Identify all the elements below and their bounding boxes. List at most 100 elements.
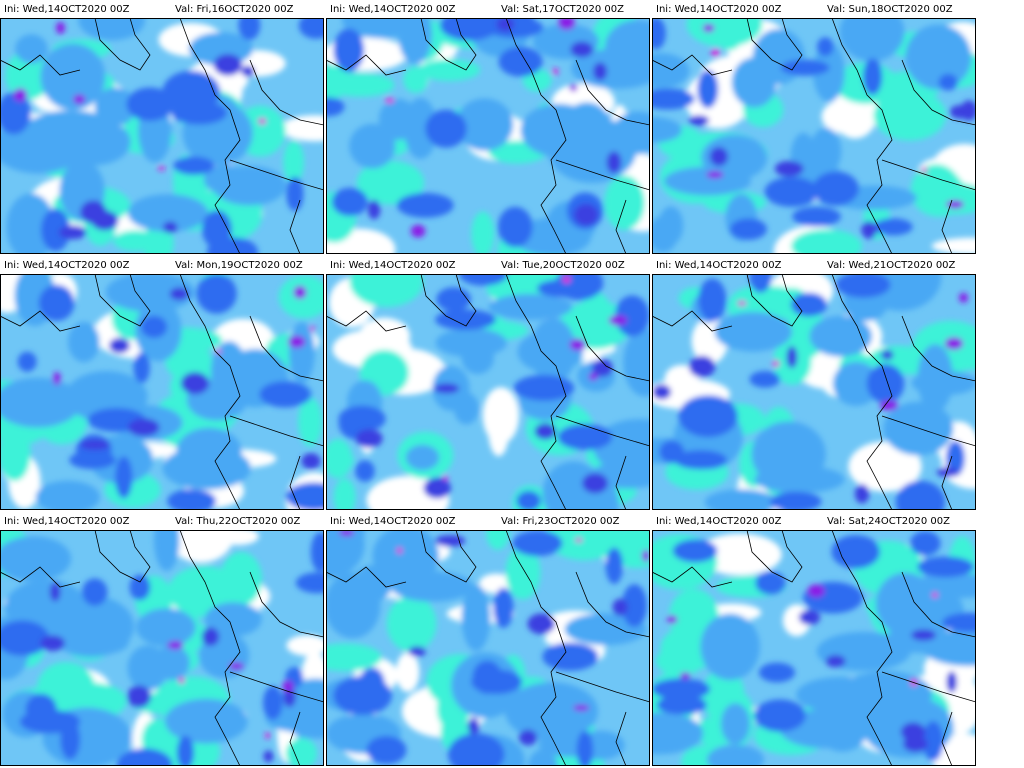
precip-blob: [557, 18, 576, 30]
precip-blob: [863, 58, 883, 95]
precip-blob: [326, 97, 345, 117]
precip-blob: [436, 287, 471, 312]
precip-blob: [378, 98, 418, 141]
coastline: [831, 274, 893, 510]
precip-blob: [176, 735, 194, 766]
precip-blob: [355, 460, 375, 482]
precip-blob: [488, 293, 573, 320]
precip-blob: [447, 733, 505, 766]
map-area: [652, 18, 976, 254]
precip-blob: [749, 371, 781, 388]
precip-blob: [755, 571, 786, 595]
precip-blob: [41, 208, 71, 252]
precip-blob: [167, 489, 217, 510]
precip-blob: [881, 350, 894, 360]
map-area: [0, 530, 324, 766]
precip-blob: [115, 456, 133, 499]
precip-blob: [162, 446, 251, 490]
precip-blob: [667, 615, 678, 624]
coastline: [575, 571, 650, 638]
coastline: [289, 711, 301, 766]
precip-field: [0, 274, 324, 510]
precip-blob: [0, 620, 50, 656]
precip-blob: [423, 477, 451, 499]
precip-blob: [341, 18, 419, 39]
precip-blob: [731, 57, 777, 108]
precip-blob: [792, 206, 841, 227]
coastline: [505, 274, 567, 510]
precip-blob: [17, 351, 37, 372]
precip-blob: [749, 274, 772, 293]
coastline: [249, 315, 324, 382]
precip-blob: [958, 292, 969, 303]
precip-blob: [396, 652, 420, 692]
init-time: Ini: Wed,14OCT2020 00Z: [330, 4, 456, 15]
init-time: Ini: Wed,14OCT2020 00Z: [330, 516, 456, 527]
precip-blob: [737, 300, 747, 306]
precip-blob: [295, 572, 324, 594]
precip-blob: [780, 59, 830, 76]
precip-blob: [310, 532, 324, 572]
map-frame: [326, 274, 650, 510]
precip-blob: [758, 662, 796, 683]
precip-blob: [615, 295, 650, 337]
precip-blob: [866, 363, 905, 404]
precip-blob: [396, 192, 454, 218]
precip-blob: [505, 545, 541, 600]
precip-blob: [60, 719, 81, 760]
precip-blob: [127, 685, 151, 708]
precip-blob: [127, 194, 209, 232]
coastline: [94, 530, 151, 583]
precip-blob: [559, 300, 632, 350]
precip-blob: [301, 453, 321, 470]
precip-blob: [169, 287, 189, 301]
precip-blob: [945, 440, 965, 477]
precip-blob: [652, 18, 666, 50]
precip-blob: [813, 42, 845, 102]
init-time: Ini: Wed,14OCT2020 00Z: [4, 4, 130, 15]
precip-blob: [678, 395, 738, 438]
precip-blob: [435, 328, 507, 358]
init-time: Ini: Wed,14OCT2020 00Z: [330, 260, 456, 271]
precip-blob: [326, 64, 351, 99]
precip-blob: [78, 18, 146, 41]
precip-blob: [366, 735, 407, 765]
map-area: [652, 274, 976, 510]
precip-blob: [516, 490, 541, 510]
map-frame: [652, 274, 976, 510]
precip-blob: [905, 24, 972, 90]
precip-blob: [900, 722, 926, 742]
precip-blob: [751, 421, 826, 488]
precip-blob: [700, 613, 760, 681]
precip-blob: [293, 285, 307, 299]
precip-blob: [241, 65, 255, 77]
precip-blob: [263, 750, 274, 763]
precip-blob: [153, 530, 180, 571]
coastline: [575, 59, 650, 126]
precip-blob: [754, 699, 806, 732]
precip-blob: [714, 311, 793, 352]
valid-time: Val: Tue,20OCT2020 00Z: [501, 260, 625, 271]
coastlines: [326, 18, 650, 254]
coastline: [941, 455, 953, 510]
precip-blob: [557, 423, 613, 451]
precip-blob: [854, 484, 870, 504]
precip-blob: [569, 84, 578, 92]
coastline: [881, 159, 976, 191]
precip-blob: [471, 211, 495, 254]
precip-blob: [405, 444, 440, 471]
precip-blob: [574, 537, 583, 543]
precip-blob: [664, 166, 751, 196]
forecast-panel: Ini: Wed,14OCT2020 00Z Val: Thu,22OCT2020…: [0, 516, 324, 766]
coastline: [179, 274, 241, 510]
precip-blob: [922, 721, 944, 762]
precip-blob: [798, 609, 821, 625]
precip-blob: [467, 717, 480, 735]
precip-blob: [569, 338, 586, 351]
coastline: [652, 310, 733, 332]
precip-blob: [140, 315, 168, 338]
coastline: [881, 671, 976, 703]
forecast-panel: Ini: Wed,14OCT2020 00Z Val: Fri,16OCT2020…: [0, 4, 324, 254]
valid-time: Val: Fri,16OCT2020 00Z: [175, 4, 294, 15]
